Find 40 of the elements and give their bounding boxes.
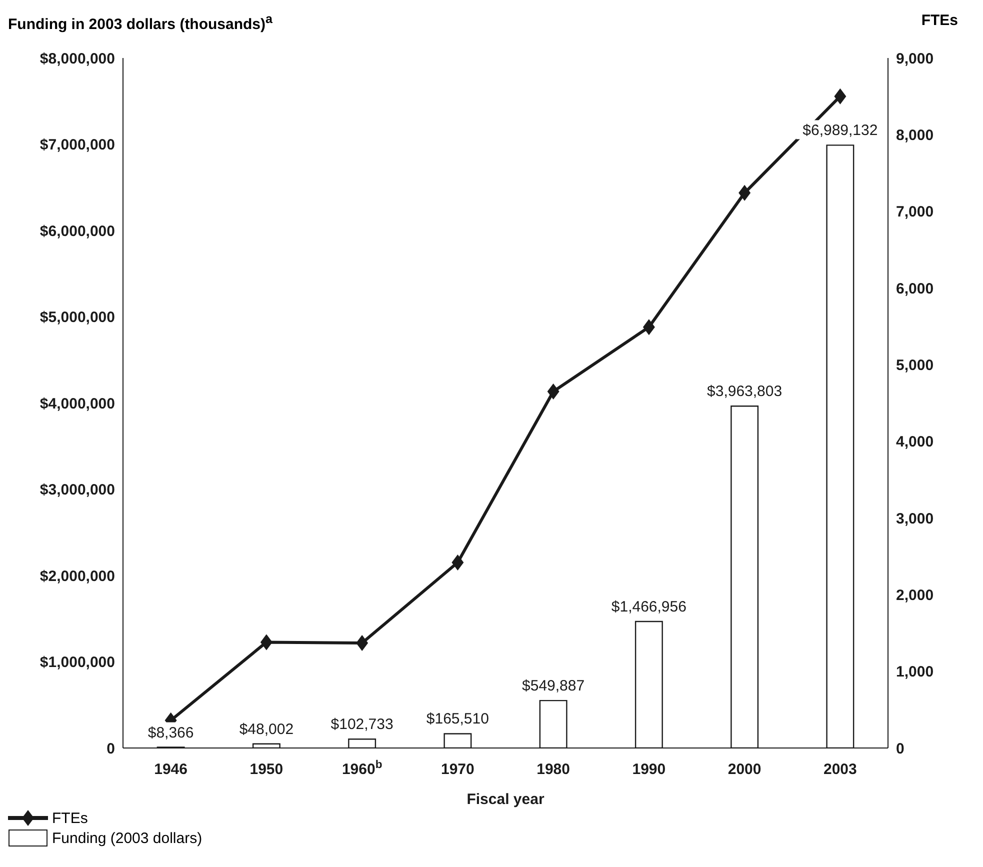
y-tick-label: $3,000,000 [40, 482, 115, 499]
data-label: $102,733 [330, 716, 394, 734]
x-tick-label: 1970 [441, 761, 474, 778]
y2-tick-label: 3,000 [896, 510, 934, 528]
y-tick-label: $6,000,000 [40, 222, 115, 240]
y-axis-title: Funding in 2003 dollars (thousands)$^{a}$ [8, 12, 272, 35]
y-tick-label: 0 [106, 740, 115, 758]
y-tick-label: $5,000,000 [40, 309, 115, 326]
x-axis-title: Fiscal year [466, 791, 544, 808]
legend-label: Funding (2003 dollars) [52, 830, 202, 846]
y2-tick-label: 4,000 [896, 434, 934, 451]
y2-tick-label: 1,000 [896, 664, 934, 681]
y2-tick-label: 8,000 [896, 126, 934, 144]
y-tick-label: $2,000,000 [40, 568, 115, 585]
y2-tick-label: 9,000 [896, 50, 934, 68]
x-tick-label: 1990 [632, 761, 666, 778]
data-label: $3,963,803 [707, 383, 782, 400]
y-tick-label: $7,000,000 [40, 136, 115, 154]
y2-tick-label: 5,000 [896, 356, 934, 374]
y-tick-label: $8,000,000 [40, 50, 115, 68]
y2-tick-label: 0 [896, 740, 904, 758]
y2-tick-label: 2,000 [896, 586, 934, 604]
data-label: $8,366 [148, 724, 194, 742]
data-label: $6,989,132 [802, 122, 878, 140]
y2-axis-title: FTEs [921, 12, 958, 31]
y2-tick-label: 6,000 [896, 280, 934, 298]
legend-label: FTEs [52, 810, 88, 826]
data-label: $165,510 [426, 710, 489, 728]
y2-tick-label: 7,000 [896, 204, 934, 221]
y-tick-label: $4,000,000 [40, 395, 115, 412]
x-tick-label: 1980 [536, 761, 570, 778]
data-label: $48,002 [239, 720, 294, 738]
y-tick-label: $1,000,000 [40, 654, 115, 672]
x-tick-label: 1960$^{b}$ [342, 759, 382, 778]
x-tick-label: 1946 [154, 761, 188, 778]
data-label: $549,887 [522, 678, 585, 695]
x-tick-label: 2000 [728, 761, 762, 778]
data-label: $1,466,956 [611, 598, 686, 616]
x-tick-label: 2003 [824, 761, 857, 778]
x-tick-label: 1950 [250, 761, 284, 778]
